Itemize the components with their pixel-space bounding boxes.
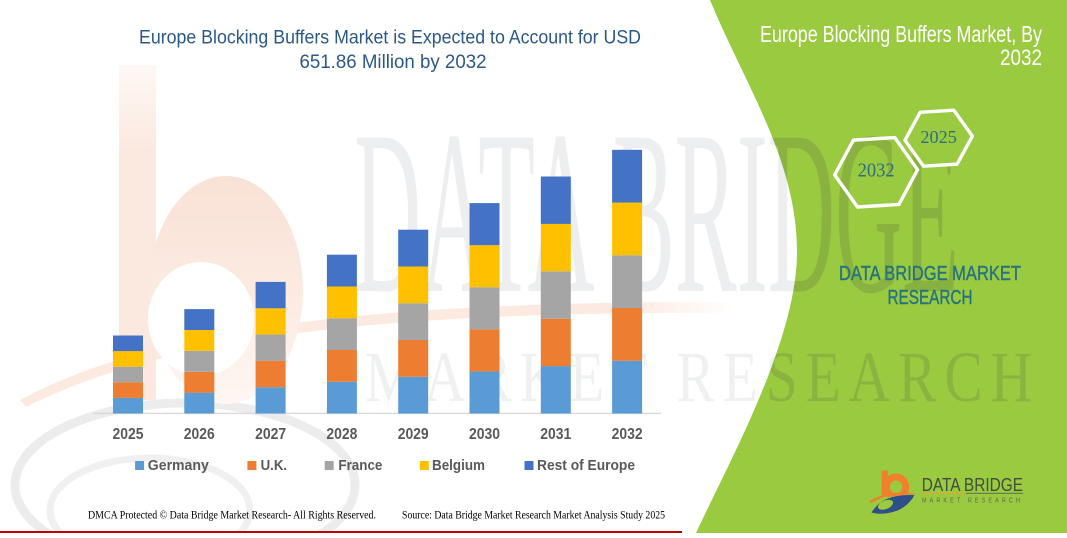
svg-text:2025: 2025 (113, 426, 144, 443)
svg-text:DATA BRIDGE MARKET: DATA BRIDGE MARKET (839, 263, 1021, 285)
svg-text:DMCA Protected © Data Bridge M: DMCA Protected © Data Bridge Market Rese… (88, 510, 376, 522)
svg-text:2025: 2025 (920, 127, 957, 147)
svg-text:France: France (338, 458, 382, 474)
svg-text:DATA BRIDGE: DATA BRIDGE (354, 82, 959, 342)
svg-text:651.86 Million by 2032: 651.86 Million by 2032 (300, 51, 487, 73)
svg-text:Belgium: Belgium (432, 458, 485, 474)
svg-text:Europe Blocking Buffers Market: Europe Blocking Buffers Market, By (760, 21, 1042, 47)
svg-text:DATA BRIDGE: DATA BRIDGE (922, 474, 1023, 495)
svg-text:2032: 2032 (612, 426, 643, 443)
svg-text:MARKET RESEARCH: MARKET RESEARCH (922, 497, 1023, 504)
svg-text:Source: Data Bridge Market Res: Source: Data Bridge Market Research Mark… (402, 510, 665, 522)
svg-text:2029: 2029 (398, 426, 429, 443)
svg-text:2028: 2028 (326, 426, 357, 443)
svg-text:2032: 2032 (858, 160, 895, 182)
svg-text:2030: 2030 (469, 426, 500, 443)
svg-text:Rest of Europe: Rest of Europe (537, 458, 635, 474)
svg-text:2026: 2026 (184, 426, 215, 443)
svg-text:2027: 2027 (255, 426, 286, 443)
svg-text:2031: 2031 (540, 426, 571, 443)
svg-text:U.K.: U.K. (261, 458, 288, 474)
svg-text:2032: 2032 (1000, 45, 1042, 70)
svg-text:RESEARCH: RESEARCH (888, 287, 973, 309)
svg-text:Europe Blocking Buffers Market: Europe Blocking Buffers Market is Expect… (139, 27, 641, 49)
svg-text:Germany: Germany (148, 458, 209, 474)
